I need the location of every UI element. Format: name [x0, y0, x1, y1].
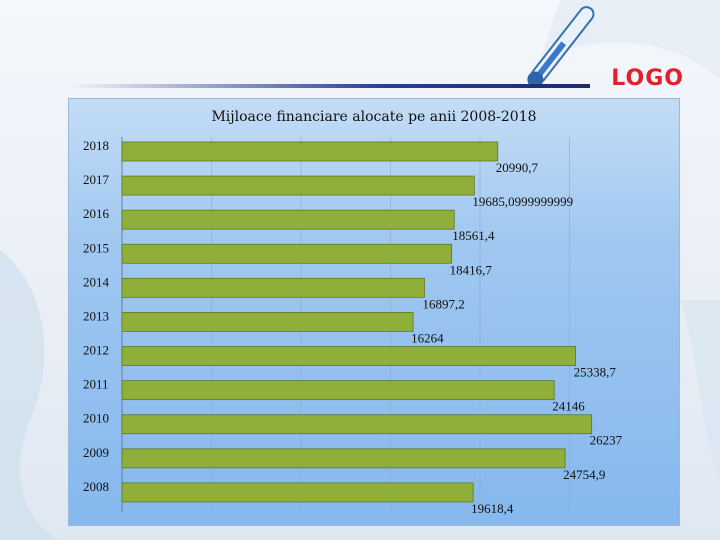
- logo: LOGO: [611, 66, 684, 91]
- data-label: 24146: [552, 399, 585, 414]
- y-tick-label: 2009: [83, 445, 109, 460]
- data-label: 18416,7: [450, 262, 493, 277]
- bar-2010: [121, 414, 593, 435]
- y-tick-label: 2013: [83, 308, 109, 323]
- bar-2009: [121, 448, 566, 469]
- data-label: 26237: [590, 433, 623, 448]
- y-tick-label: 2010: [83, 411, 109, 426]
- y-tick-label: 2016: [83, 206, 110, 221]
- data-label: 24754,9: [563, 467, 605, 482]
- data-label: 18561,4: [452, 228, 495, 243]
- data-label: 20990,7: [496, 160, 539, 175]
- bar-2014: [121, 277, 425, 298]
- y-tick-label: 2012: [83, 343, 109, 358]
- bar-2016: [121, 209, 455, 230]
- y-tick-label: 2008: [83, 479, 109, 494]
- bar-2011: [121, 380, 555, 401]
- bar-2013: [121, 312, 414, 332]
- bar-2015: [121, 243, 453, 264]
- y-tick-label: 2017: [83, 172, 110, 187]
- thermometer-icon: [527, 6, 595, 88]
- data-label: 19685,0999999999: [472, 194, 573, 209]
- y-tick-label: 2011: [83, 377, 109, 392]
- y-tick-label: 2015: [83, 240, 109, 255]
- y-tick-label: 2018: [83, 138, 109, 153]
- chart-panel: Mijloace financiare alocate pe anii 2008…: [68, 98, 680, 526]
- data-label: 19618,4: [471, 501, 514, 516]
- header-divider: [70, 84, 590, 88]
- data-label: 16897,2: [422, 296, 464, 311]
- bar-2008: [121, 482, 474, 503]
- bar-2012: [121, 346, 576, 366]
- y-tick-label: 2014: [83, 274, 110, 289]
- data-label: 25338,7: [574, 365, 617, 380]
- data-label: 16264: [411, 330, 444, 345]
- bar-2017: [121, 175, 475, 196]
- bar-2018: [121, 141, 499, 162]
- bar-chart: 2018 20990,7 2017 19685,0999999999 2016 18561…: [83, 137, 623, 516]
- chart-title: Mijloace financiare alocate pe anii 2008…: [211, 109, 537, 125]
